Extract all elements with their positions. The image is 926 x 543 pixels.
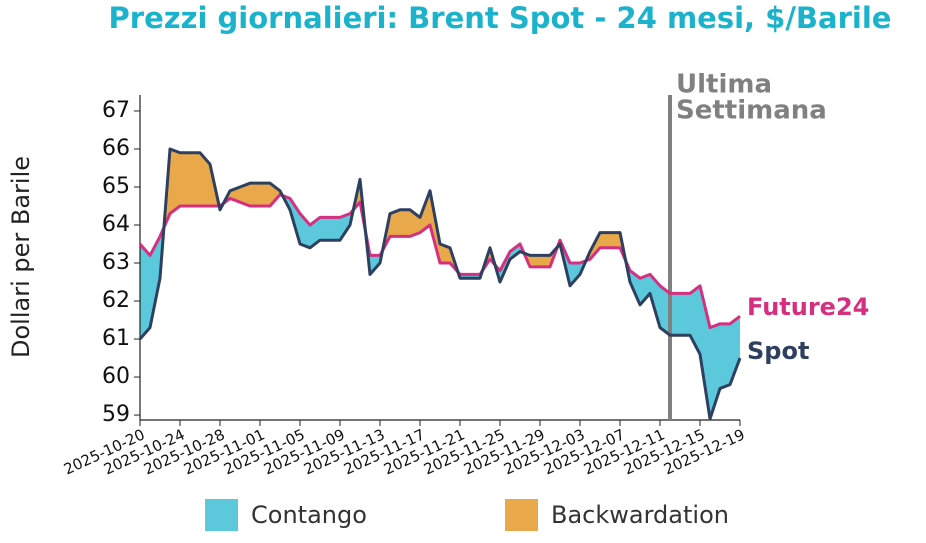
- backwardation-area: [440, 244, 450, 264]
- vertical-marker-label: Ultima: [676, 70, 772, 100]
- contango-area: [570, 263, 580, 286]
- contango-area: [720, 323, 730, 389]
- legend-label: Contango: [251, 501, 367, 529]
- contango-area: [330, 217, 340, 241]
- y-axis-label: Dollari per Barile: [7, 156, 35, 358]
- backwardation-area: [240, 183, 250, 206]
- legend-swatch: [505, 499, 538, 531]
- contango-area: [510, 244, 520, 260]
- series-line: [138, 147, 742, 421]
- y-tick-label: 63: [102, 250, 130, 275]
- backwardation-area: [530, 255, 540, 267]
- y-tick-label: 60: [102, 364, 130, 389]
- backwardation-area: [170, 148, 180, 214]
- contango-area: [640, 274, 650, 305]
- contango-area: [310, 217, 320, 248]
- backwardation-area: [260, 183, 270, 206]
- y-tick-label: 65: [102, 174, 130, 199]
- y-tick-label: 61: [102, 326, 130, 351]
- chart-title: Prezzi giornalieri: Brent Spot - 24 mesi…: [109, 1, 892, 35]
- backwardation-area: [180, 152, 190, 206]
- backwardation-area: [190, 152, 200, 206]
- contango-area: [340, 213, 350, 241]
- contango-area: [680, 293, 690, 336]
- y-tick-label: 64: [102, 212, 130, 237]
- backwardation-area: [600, 232, 610, 248]
- contango-area: [660, 285, 670, 336]
- backwardation-area: [390, 209, 400, 237]
- contango-area: [320, 217, 330, 241]
- backwardation-area: [540, 255, 550, 267]
- backwardation-area: [400, 209, 410, 237]
- y-tick-label: 67: [102, 98, 130, 123]
- series-label: Spot: [747, 337, 809, 365]
- vertical-marker-label: Settimana: [676, 96, 827, 126]
- backwardation-area: [610, 232, 620, 248]
- contango-area: [670, 293, 680, 336]
- contango-area: [730, 316, 740, 385]
- y-tick-label: 62: [102, 288, 130, 313]
- series-label: Future24: [747, 293, 869, 321]
- series-line: [138, 193, 741, 330]
- contango-area: [150, 236, 160, 328]
- backwardation-area: [270, 183, 280, 206]
- legend-swatch: [205, 499, 238, 531]
- y-tick-label: 66: [102, 136, 130, 161]
- backwardation-area: [250, 183, 260, 206]
- y-tick-label: 59: [102, 402, 130, 427]
- contango-area: [140, 244, 150, 340]
- legend-label: Backwardation: [551, 501, 729, 529]
- backwardation-area: [200, 152, 210, 206]
